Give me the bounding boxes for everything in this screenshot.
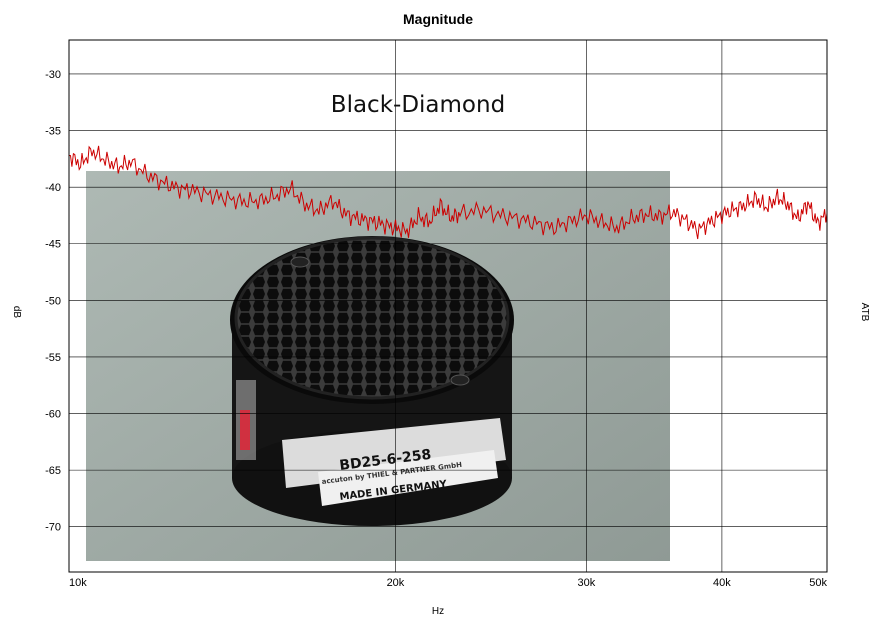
chart-title: Magnitude — [403, 11, 473, 27]
x-axis-ticks: 10k 20k 30k 40k 50k — [69, 577, 827, 589]
x-tick-label: 10k — [69, 577, 87, 589]
y-tick-label: -40 — [45, 182, 61, 194]
x-tick-label: 30k — [578, 577, 596, 589]
tweeter-photo: BD25-6-258 accuton by THIEL & PARTNER Gm… — [86, 171, 670, 561]
y-axis-ticks: -30 -35 -40 -45 -50 -55 -60 -65 -70 — [45, 69, 61, 534]
series-line — [69, 145, 827, 240]
x-axis-label: Hz — [432, 606, 444, 617]
y-tick-label: -50 — [45, 295, 61, 307]
x-tick-label: 20k — [387, 577, 405, 589]
y-tick-label: -45 — [45, 239, 61, 251]
y-tick-label: -35 — [45, 126, 61, 138]
y-tick-label: -30 — [45, 69, 61, 81]
y-axis-label: dB — [11, 306, 22, 319]
plot-frame — [68, 39, 828, 573]
x-tick-label: 40k — [713, 577, 731, 589]
y-axis-label-right: ATB — [859, 303, 870, 322]
y-tick-label: -60 — [45, 409, 61, 421]
y-tick-label: -55 — [45, 352, 61, 364]
x-tick-label: 50k — [809, 577, 827, 589]
y-tick-label: -65 — [45, 465, 61, 477]
y-tick-label: -70 — [45, 522, 61, 534]
chart-annotation: Black-Diamond — [331, 92, 505, 118]
